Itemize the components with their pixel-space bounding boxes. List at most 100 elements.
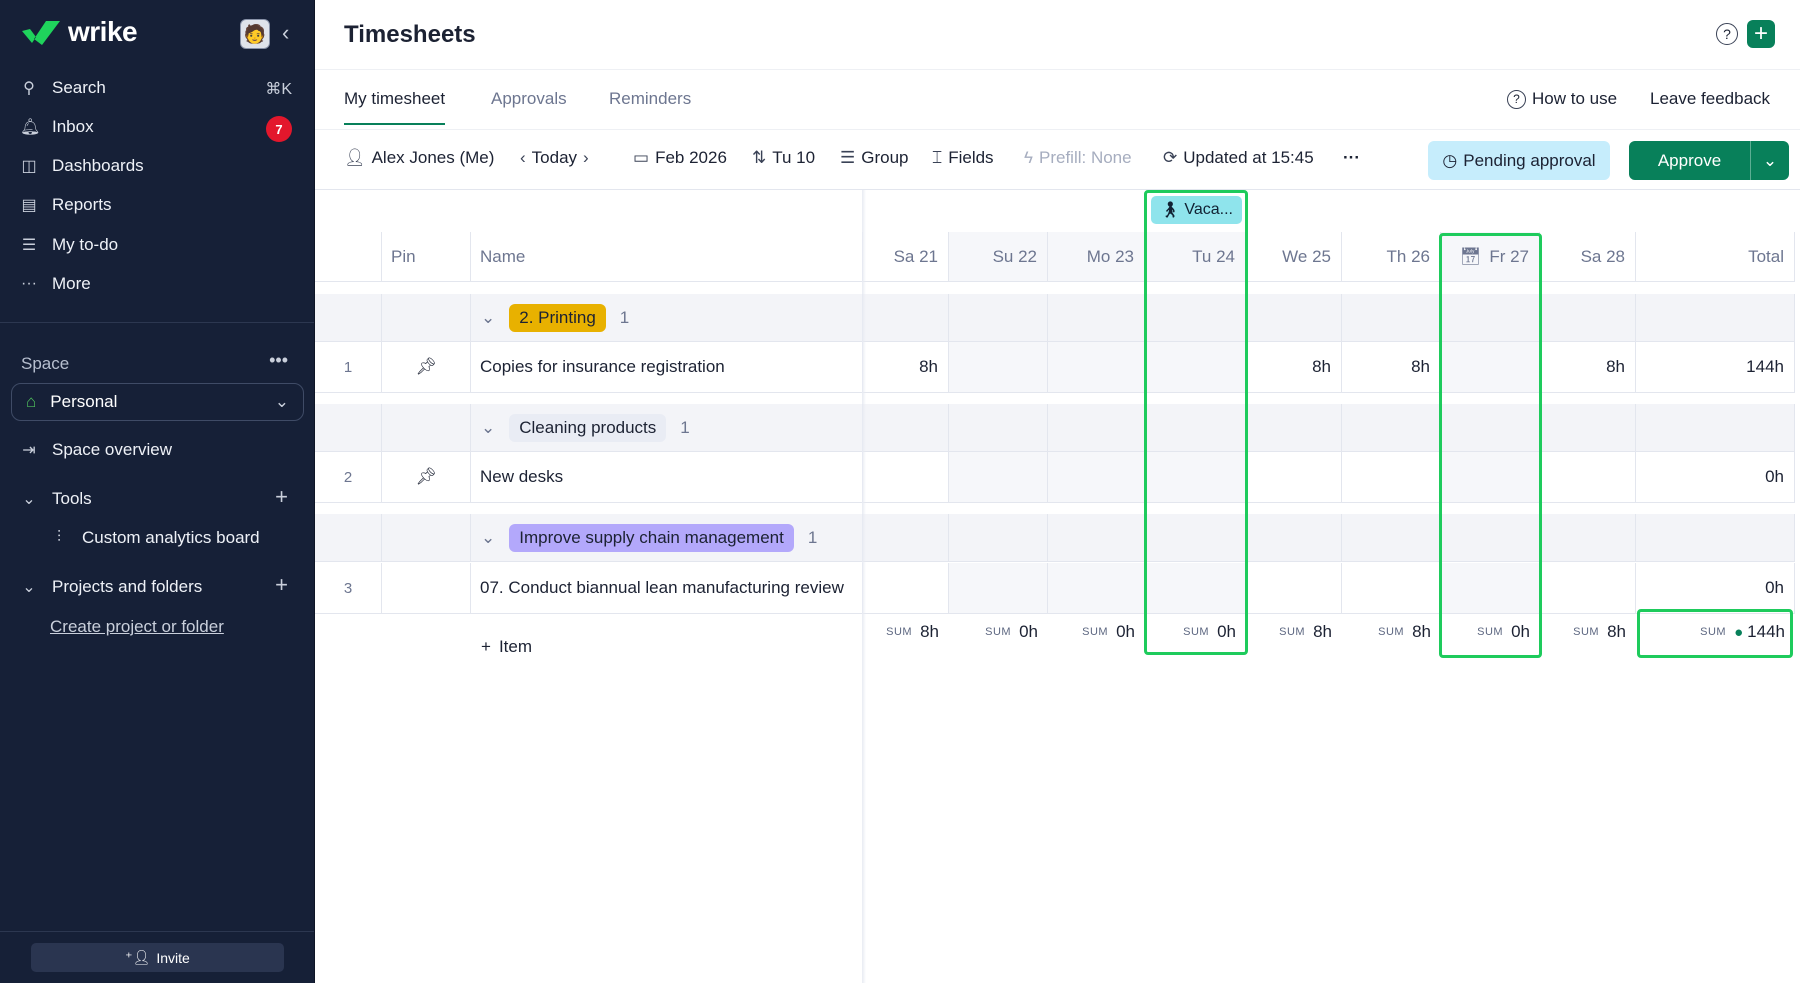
hours-cell[interactable]: 8h (863, 342, 949, 393)
vacation-icon: 🚶︎ (1160, 202, 1181, 219)
nav-search[interactable]: ⚲ Search (20, 78, 106, 98)
hours-cell[interactable] (1441, 452, 1540, 503)
group-day-cell (1441, 514, 1540, 562)
hours-cell[interactable] (1048, 452, 1145, 503)
tools-section[interactable]: ⌄ Tools (20, 489, 91, 509)
tool-custom-analytics-board[interactable]: ⫶ Custom analytics board (50, 528, 260, 548)
hours-cell[interactable] (1540, 563, 1636, 614)
nav-reports[interactable]: ▤ Reports (21, 195, 112, 214)
group-cell (315, 294, 382, 342)
hours-cell[interactable] (949, 563, 1048, 614)
user-selector[interactable]: 👤︎ Alex Jones (Me) (344, 148, 495, 167)
day-sum: SUM 0h (1183, 622, 1236, 641)
vacation-chip[interactable]: 🚶︎ Vaca... (1151, 196, 1242, 224)
task-name[interactable]: Copies for insurance registration (471, 342, 863, 393)
hours-cell[interactable] (1246, 452, 1342, 503)
hours-cell[interactable] (1048, 342, 1145, 393)
create-project-link[interactable]: Create project or folder (50, 617, 224, 636)
group-day-cell (1441, 404, 1540, 452)
add-tool-icon[interactable]: + (275, 484, 288, 509)
group-header[interactable]: ⌄ Cleaning products 1 (471, 404, 863, 452)
hours-cell[interactable] (863, 563, 949, 614)
chevron-left-icon[interactable]: ‹ (520, 148, 526, 167)
enter-icon: ⇥ (22, 442, 36, 459)
hours-cell[interactable]: 8h (1540, 342, 1636, 393)
hours-cell[interactable] (1145, 563, 1246, 614)
avatar[interactable]: 🧑 (240, 19, 270, 49)
day-header: Su 22 (949, 232, 1048, 282)
clock-icon: ◷ (1442, 150, 1458, 170)
space-more-icon[interactable]: ••• (269, 350, 288, 370)
wrike-logo[interactable]: wrike (20, 16, 138, 48)
day-sum: SUM 8h (886, 622, 939, 641)
tab-my-timesheet[interactable]: My timesheet (344, 89, 446, 125)
prefill-button[interactable]: ϟ Prefill: None (1024, 148, 1132, 167)
day-header: We 25 (1246, 232, 1342, 282)
how-to-use-link[interactable]: ? How to use (1507, 89, 1617, 109)
chevron-down-icon[interactable]: ⌄ (481, 527, 496, 547)
pin-icon[interactable]: 📌︎ (415, 357, 437, 376)
add-item-button[interactable]: + Item (481, 637, 532, 656)
pin-cell: 📌︎ (382, 452, 471, 503)
today-nav[interactable]: ‹ Today › (520, 148, 589, 167)
task-name[interactable]: 07. Conduct biannual lean manufacturing … (471, 563, 863, 614)
hours-cell[interactable]: 8h (1246, 342, 1342, 393)
fields-icon: ⌶ (932, 148, 943, 167)
chevron-down-icon[interactable]: ⌄ (481, 417, 496, 437)
hours-cell[interactable] (1246, 563, 1342, 614)
hours-cell[interactable] (863, 452, 949, 503)
hours-cell[interactable] (1342, 452, 1441, 503)
hours-cell[interactable] (1048, 563, 1145, 614)
group-header[interactable]: ⌄ Improve supply chain management 1 (471, 514, 863, 562)
chevron-down-icon[interactable]: ⌄ (481, 307, 496, 327)
search-shortcut: ⌘K (265, 81, 292, 98)
group-total-cell (1636, 404, 1795, 452)
group-day-cell (1048, 404, 1145, 452)
chevron-right-icon[interactable]: › (583, 148, 589, 167)
nav-dashboards[interactable]: ◫ Dashboards (21, 156, 144, 175)
month-picker[interactable]: ▭ Feb 2026 (633, 148, 727, 167)
fields-button[interactable]: ⌶ Fields (932, 148, 994, 167)
day-sum: SUM 8h (1378, 622, 1431, 641)
row-number-header (315, 232, 382, 282)
tab-reminders[interactable]: Reminders (609, 89, 692, 108)
hours-cell[interactable] (1441, 342, 1540, 393)
group-header[interactable]: ⌄ 2. Printing 1 (471, 294, 863, 342)
chevron-down-icon[interactable]: ⌄ (1762, 150, 1778, 170)
pin-icon[interactable]: 📌︎ (415, 467, 437, 486)
approve-button[interactable]: Approve (1629, 141, 1751, 180)
hours-cell[interactable] (1441, 563, 1540, 614)
space-selector[interactable]: ⌂ Personal ⌄ (11, 383, 304, 421)
hours-cell[interactable] (1342, 563, 1441, 614)
name-header: Name (471, 232, 863, 282)
hours-cell[interactable] (949, 342, 1048, 393)
nav-more[interactable]: ··· More (21, 274, 91, 293)
refresh-button[interactable]: ⟳ Updated at 15:45 (1163, 148, 1314, 167)
group-day-cell (1246, 404, 1342, 452)
nav-my-to-do[interactable]: ☰ My to-do (21, 235, 119, 254)
add-user-icon: ⁺👤︎ (125, 949, 151, 965)
collapse-sidebar-icon[interactable]: ‹ (282, 20, 290, 45)
add-project-icon[interactable]: + (275, 572, 288, 597)
hours-cell[interactable] (949, 452, 1048, 503)
inbox-badge: 7 (266, 116, 292, 142)
group-day-cell (1441, 294, 1540, 342)
projects-section[interactable]: ⌄ Projects and folders (20, 577, 202, 597)
hours-cell[interactable] (1540, 452, 1636, 503)
invite-button[interactable]: ⁺👤︎ Invite (31, 943, 284, 972)
group-button[interactable]: ☰ Group (840, 148, 909, 167)
help-icon[interactable]: ? (1716, 23, 1738, 45)
leave-feedback-link[interactable]: Leave feedback (1650, 89, 1771, 108)
hours-cell[interactable]: 8h (1342, 342, 1441, 393)
sort-button[interactable]: ⇅ Tu 10 (752, 148, 816, 167)
tab-approvals[interactable]: Approvals (491, 89, 567, 108)
nav-space-overview[interactable]: ⇥ Space overview (20, 440, 172, 460)
hours-cell[interactable] (1145, 342, 1246, 393)
nav-inbox[interactable]: 🔔︎ Inbox (20, 117, 94, 136)
task-name[interactable]: New desks (471, 452, 863, 503)
add-button[interactable]: + (1747, 20, 1775, 48)
hours-cell[interactable] (1145, 452, 1246, 503)
more-options-icon[interactable]: ··· (1343, 148, 1360, 167)
row-number: 2 (315, 452, 382, 503)
group-day-cell (1342, 294, 1441, 342)
